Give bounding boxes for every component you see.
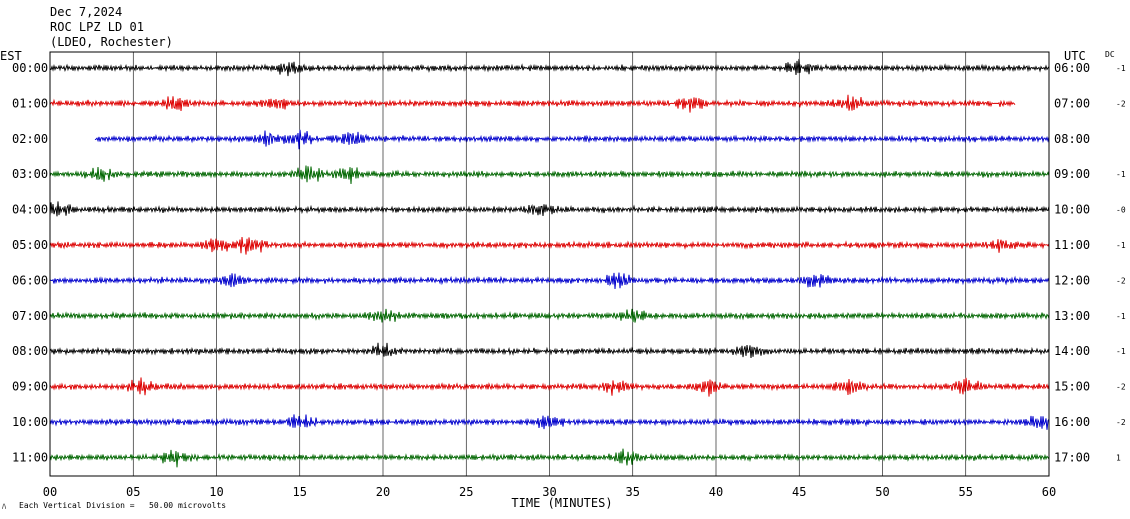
x-tick-label: 25 (459, 485, 473, 499)
x-tick-label: 30 (542, 485, 556, 499)
x-tick-label: 55 (959, 485, 973, 499)
utc-hour-label: 16:00 (1054, 415, 1090, 429)
est-hour-label: 07:00 (12, 309, 48, 323)
dc-offset-value: -1 (1116, 170, 1126, 179)
seismic-trace-0200 (94, 129, 1050, 150)
dc-label: DC (1105, 50, 1115, 59)
trace-group (49, 58, 1050, 468)
est-hour-label: 10:00 (12, 415, 48, 429)
plot-frame (49, 51, 1050, 477)
dc-offset-value: -2 (1116, 418, 1126, 427)
utc-hour-label: 08:00 (1054, 132, 1090, 146)
utc-hour-label: 12:00 (1054, 273, 1090, 287)
seismic-trace-0900 (49, 377, 1050, 397)
time-grid (132, 52, 967, 476)
seismic-trace-0500 (49, 237, 1050, 255)
utc-label: UTC (1064, 49, 1086, 63)
seismic-trace-0300 (49, 165, 1050, 184)
x-tick-label: 50 (875, 485, 889, 499)
utc-hour-label: 15:00 (1054, 380, 1090, 394)
x-tick-label: 15 (293, 485, 307, 499)
dc-offset-value: -2 (1116, 276, 1126, 285)
x-tick-label: 45 (792, 485, 806, 499)
utc-hour-label: 17:00 (1054, 450, 1090, 464)
x-tick-label: 00 (43, 485, 57, 499)
dc-offset-value: -2 (1116, 99, 1126, 108)
seismic-trace-1100 (49, 448, 1050, 468)
x-tick-label: 20 (376, 485, 390, 499)
seismic-trace-0100 (49, 94, 1016, 113)
est-hour-label: 02:00 (12, 132, 48, 146)
dc-offset-value: -0 (1116, 206, 1126, 215)
row-labels: 00:00 06:00 -1 01:00 07:00 -2 02:00 08:00 03:00 0… (12, 61, 1126, 464)
utc-hour-label: 11:00 (1054, 238, 1090, 252)
est-hour-label: 08:00 (12, 344, 48, 358)
est-hour-label: 03:00 (12, 167, 48, 181)
est-hour-label: 11:00 (12, 450, 48, 464)
est-hour-label: 06:00 (12, 273, 48, 287)
scale-note: Each Vertical Division = 50.00 microvolt… (19, 501, 226, 510)
x-axis-label: TIME (MINUTES) (511, 496, 612, 510)
dc-offset-value: -1 (1116, 347, 1126, 356)
x-tick-label: 60 (1042, 485, 1056, 499)
network-label: (LDEO, Rochester) (50, 35, 173, 49)
date-label: Dec 7,2024 (50, 5, 122, 19)
est-hour-label: 04:00 (12, 203, 48, 217)
dc-offset-value: -1 (1116, 64, 1126, 73)
seismic-trace-0000 (49, 58, 1050, 77)
seismic-trace-0600 (49, 272, 1050, 289)
x-tick-label: 35 (626, 485, 640, 499)
est-hour-label: 05:00 (12, 238, 48, 252)
seismic-trace-0800 (49, 342, 1050, 358)
x-tick-label: 40 (709, 485, 723, 499)
seismic-trace-0400 (49, 201, 1050, 217)
utc-hour-label: 09:00 (1054, 167, 1090, 181)
seismic-trace-0700 (49, 308, 1050, 323)
utc-hour-label: 10:00 (1054, 203, 1090, 217)
dc-offset-value: -1 (1116, 312, 1126, 321)
seismo-glyph-icon: ﾊ (2, 502, 6, 511)
utc-hour-label: 06:00 (1054, 61, 1090, 75)
utc-hour-label: 13:00 (1054, 309, 1090, 323)
utc-hour-label: 14:00 (1054, 344, 1090, 358)
seismic-trace-1000 (49, 414, 1050, 430)
utc-hour-label: 07:00 (1054, 96, 1090, 110)
est-hour-label: 01:00 (12, 96, 48, 110)
est-hour-label: 00:00 (12, 61, 48, 75)
dc-offset-value: 1 (1116, 453, 1121, 462)
dc-offset-value: -2 (1116, 383, 1126, 392)
x-tick-label: 05 (126, 485, 140, 499)
station-label: ROC LPZ LD 01 (50, 20, 144, 34)
dc-offset-value: -1 (1116, 241, 1126, 250)
x-tick-label: 10 (209, 485, 223, 499)
est-label: EST (0, 49, 22, 63)
est-hour-label: 09:00 (12, 380, 48, 394)
x-axis-ticks: 00 05 10 15 20 25 30 35 40 45 50 55 60 (43, 485, 1056, 499)
